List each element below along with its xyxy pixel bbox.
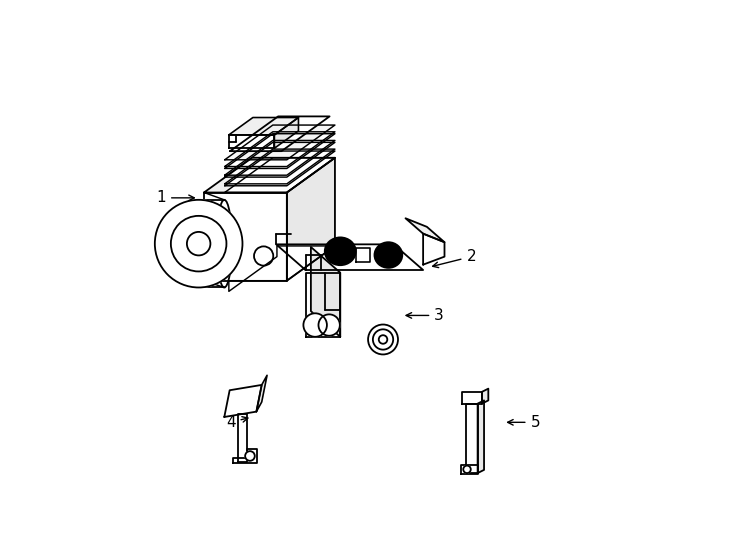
Text: 2: 2: [432, 249, 476, 268]
Circle shape: [245, 451, 255, 461]
Polygon shape: [225, 132, 335, 166]
Polygon shape: [482, 389, 488, 403]
Polygon shape: [225, 158, 335, 192]
Circle shape: [379, 335, 388, 344]
Polygon shape: [225, 140, 335, 175]
Polygon shape: [229, 118, 299, 135]
Text: 1: 1: [156, 190, 195, 205]
Polygon shape: [356, 248, 370, 262]
Polygon shape: [225, 385, 262, 417]
Circle shape: [463, 465, 470, 473]
Circle shape: [373, 329, 393, 349]
Polygon shape: [478, 400, 484, 473]
Polygon shape: [466, 403, 478, 473]
Ellipse shape: [324, 238, 356, 265]
Polygon shape: [204, 158, 335, 192]
Polygon shape: [238, 414, 247, 462]
Polygon shape: [225, 149, 335, 184]
Circle shape: [303, 313, 327, 337]
Polygon shape: [225, 151, 335, 186]
Polygon shape: [204, 192, 287, 281]
Polygon shape: [230, 117, 330, 151]
Circle shape: [368, 325, 398, 354]
Polygon shape: [229, 135, 275, 148]
Polygon shape: [155, 200, 242, 287]
Polygon shape: [305, 273, 341, 337]
Polygon shape: [233, 449, 257, 463]
Polygon shape: [225, 134, 335, 168]
Polygon shape: [311, 247, 341, 337]
Polygon shape: [225, 125, 335, 160]
Polygon shape: [460, 464, 478, 474]
Text: 3: 3: [406, 308, 444, 323]
Text: 5: 5: [508, 415, 540, 430]
Polygon shape: [287, 158, 335, 281]
Polygon shape: [225, 143, 335, 177]
Polygon shape: [276, 244, 423, 270]
Circle shape: [319, 314, 340, 336]
Polygon shape: [405, 218, 445, 242]
Polygon shape: [462, 392, 482, 403]
Polygon shape: [256, 375, 267, 411]
Ellipse shape: [374, 242, 402, 268]
Text: 4: 4: [226, 415, 248, 430]
Polygon shape: [275, 118, 299, 148]
Polygon shape: [229, 246, 335, 292]
Polygon shape: [423, 234, 445, 265]
